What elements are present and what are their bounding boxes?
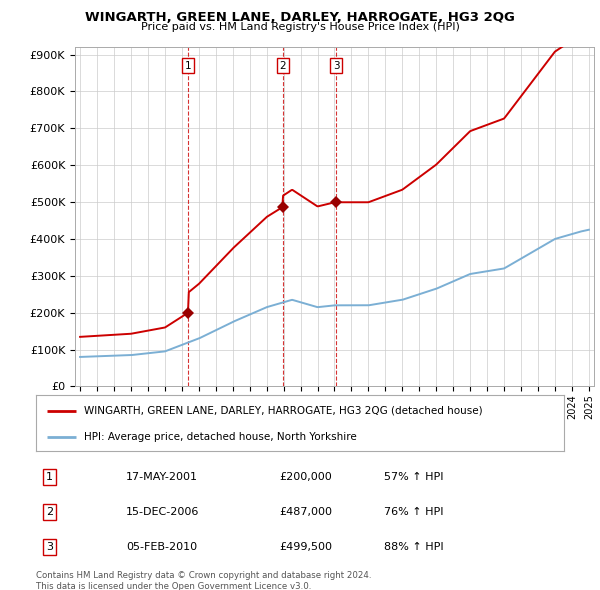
Text: 1: 1 xyxy=(46,472,53,482)
Text: 57% ↑ HPI: 57% ↑ HPI xyxy=(385,472,444,482)
Text: WINGARTH, GREEN LANE, DARLEY, HARROGATE, HG3 2QG (detached house): WINGARTH, GREEN LANE, DARLEY, HARROGATE,… xyxy=(83,406,482,416)
Text: 1: 1 xyxy=(185,61,191,71)
Text: WINGARTH, GREEN LANE, DARLEY, HARROGATE, HG3 2QG: WINGARTH, GREEN LANE, DARLEY, HARROGATE,… xyxy=(85,11,515,24)
Text: 17-MAY-2001: 17-MAY-2001 xyxy=(126,472,198,482)
Text: HPI: Average price, detached house, North Yorkshire: HPI: Average price, detached house, Nort… xyxy=(83,432,356,442)
Text: Contains HM Land Registry data © Crown copyright and database right 2024.
This d: Contains HM Land Registry data © Crown c… xyxy=(36,571,371,590)
Text: £499,500: £499,500 xyxy=(279,542,332,552)
Text: 2: 2 xyxy=(280,61,286,71)
Text: 3: 3 xyxy=(333,61,340,71)
Text: Price paid vs. HM Land Registry's House Price Index (HPI): Price paid vs. HM Land Registry's House … xyxy=(140,22,460,32)
Text: 05-FEB-2010: 05-FEB-2010 xyxy=(126,542,197,552)
Text: 76% ↑ HPI: 76% ↑ HPI xyxy=(385,507,444,517)
Text: 88% ↑ HPI: 88% ↑ HPI xyxy=(385,542,444,552)
Text: £200,000: £200,000 xyxy=(279,472,332,482)
Text: 2: 2 xyxy=(46,507,53,517)
Text: 15-DEC-2006: 15-DEC-2006 xyxy=(126,507,199,517)
Text: £487,000: £487,000 xyxy=(279,507,332,517)
Text: 3: 3 xyxy=(46,542,53,552)
